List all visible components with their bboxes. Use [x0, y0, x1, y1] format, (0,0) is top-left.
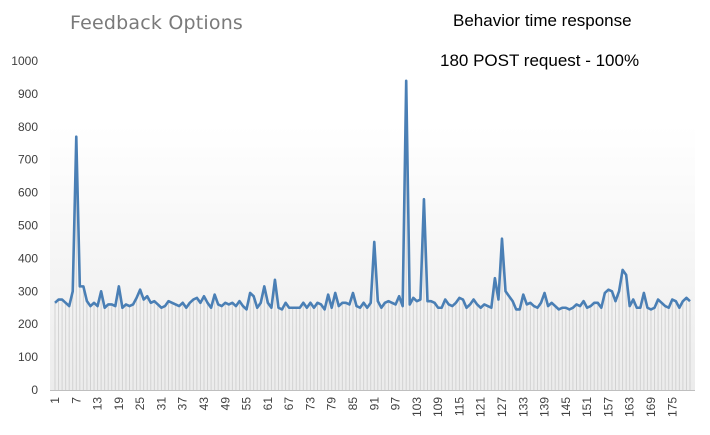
x-tick-label: 157: [601, 397, 615, 417]
x-tick-label: 37: [176, 397, 190, 411]
chart-subtitle-line-2: 180 POST request - 100%: [440, 51, 640, 70]
x-tick-label: 103: [410, 397, 424, 417]
y-tick-label: 900: [18, 87, 38, 101]
y-tick-label: 800: [18, 120, 38, 134]
x-tick-label: 163: [623, 397, 637, 417]
x-tick-label: 1: [48, 397, 62, 404]
x-tick-label: 145: [559, 397, 573, 417]
y-tick-label: 200: [18, 317, 38, 331]
x-tick-label: 109: [431, 397, 445, 417]
x-tick-label: 169: [644, 397, 658, 417]
x-tick-label: 121: [474, 397, 488, 417]
x-tick-label: 175: [665, 397, 679, 417]
x-tick-label: 7: [69, 397, 83, 404]
y-tick-label: 700: [18, 153, 38, 167]
x-tick-label: 25: [133, 397, 147, 411]
x-tick-label: 151: [580, 397, 594, 417]
x-tick-label: 97: [389, 397, 403, 411]
y-tick-label: 1000: [11, 54, 38, 68]
x-tick-label: 115: [452, 397, 466, 416]
x-tick-label: 67: [282, 397, 296, 411]
x-tick-label: 13: [91, 397, 105, 411]
y-tick-label: 600: [18, 186, 38, 200]
y-tick-label: 100: [18, 350, 38, 364]
x-tick-label: 49: [218, 397, 232, 411]
x-tick-label: 91: [367, 397, 381, 411]
x-tick-label: 31: [154, 397, 168, 411]
x-tick-label: 133: [516, 397, 530, 417]
y-tick-label: 400: [18, 251, 38, 265]
chart-subtitle-line-1: Behavior time response: [453, 11, 632, 30]
y-tick-label: 300: [18, 284, 38, 298]
x-tick-label: 43: [197, 397, 211, 411]
y-tick-label: 500: [18, 219, 38, 233]
x-tick-label: 73: [303, 397, 317, 411]
x-tick-label: 61: [261, 397, 275, 411]
x-tick-label: 139: [538, 397, 552, 417]
x-tick-label: 79: [325, 397, 339, 411]
chart-title: Feedback Options: [70, 12, 244, 34]
x-tick-label: 55: [240, 397, 254, 411]
x-tick-label: 85: [346, 397, 360, 411]
x-tick-label: 19: [112, 397, 126, 411]
series-line: [54, 79, 691, 311]
y-tick-label: 0: [31, 383, 38, 397]
x-tick-label: 127: [495, 397, 509, 417]
